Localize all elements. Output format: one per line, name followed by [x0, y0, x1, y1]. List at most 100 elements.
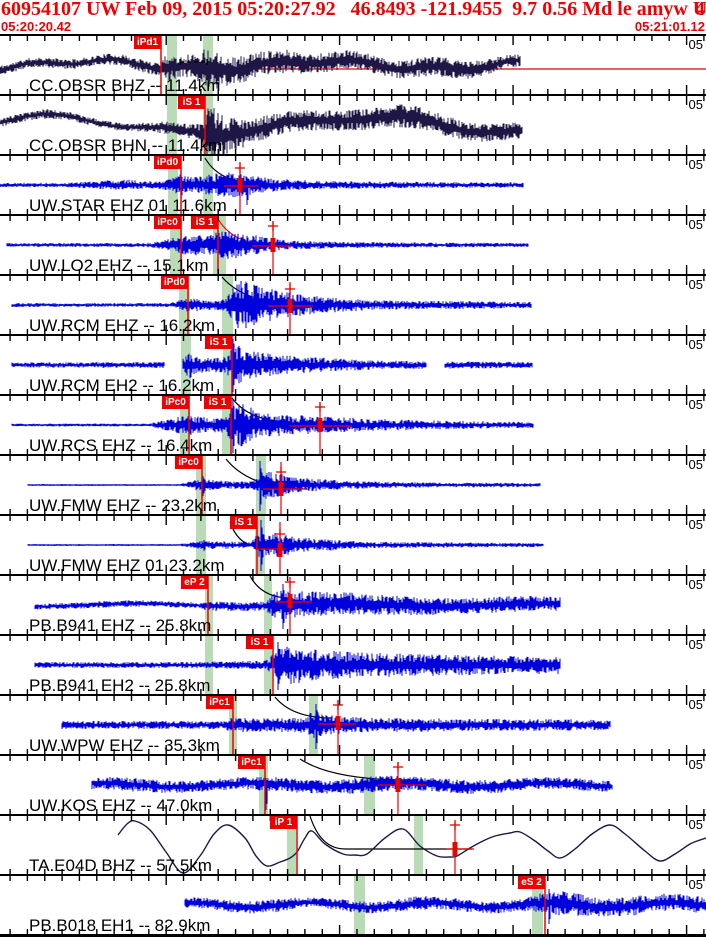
pick-flag[interactable]: eS 2: [518, 876, 545, 889]
waveform: [34, 642, 561, 690]
trace-panel-stack: iPd1 CC.OBSR BHZ -- 11.4km 05 iS 1 CC.OBSR B…: [0, 34, 706, 934]
minute-label: 05: [688, 337, 703, 352]
pick-flag[interactable]: iPd1: [134, 36, 161, 49]
station-label: UW.STAR EHZ 01 11.6km: [29, 196, 227, 215]
time-ticks: [9, 336, 705, 394]
trace-panel[interactable]: iS 1 PB.B941 EH2 -- 25.8km 05: [0, 634, 706, 694]
minute-label: 05: [688, 577, 703, 592]
waveform: [27, 520, 544, 571]
minute-label: 05: [688, 877, 703, 892]
trace-svg: [0, 96, 705, 154]
station-label: UW.RCM EH2 -- 16.2km: [29, 376, 215, 395]
time-ticks: [9, 636, 705, 694]
time-ticks: [9, 516, 705, 574]
trace-panel[interactable]: iPc0 iS 1 UW.RCS EHZ -- 16.4km 05: [0, 394, 706, 454]
station-label: UW.LO2 EHZ -- 15.1km: [29, 256, 209, 275]
trace-svg: [0, 156, 705, 214]
minute-label: 05: [688, 757, 703, 772]
pick-flag[interactable]: iS 1: [204, 396, 231, 409]
pick-flag[interactable]: iPc0: [175, 456, 202, 469]
station-label: CC.OBSR BHN -- 11.4km: [29, 136, 223, 155]
station-label: UW.RCM EHZ -- 16.2km: [29, 316, 216, 335]
coda-amplitude-bar[interactable]: [287, 594, 293, 608]
time-ticks: [9, 756, 705, 814]
trace-panel[interactable]: eP 2 PB.B941 EHZ -- 25.8km 05: [0, 574, 706, 634]
coda-amplitude-bar[interactable]: [335, 716, 341, 730]
minute-label: 05: [688, 97, 703, 112]
waveform: [34, 584, 561, 629]
station-label: UW.FMW EHZ -- 23.2km: [29, 496, 217, 515]
waveform: [117, 820, 706, 874]
time-ticks: [9, 696, 705, 754]
trace-panel[interactable]: iPc0 iS 1 UW.LO2 EHZ -- 15.1km 05: [0, 214, 706, 274]
minute-label: 05: [688, 517, 703, 532]
coda-amplitude-bar[interactable]: [237, 178, 243, 192]
minute-label: 05: [688, 817, 703, 832]
minute-label: 05: [688, 397, 703, 412]
minute-label: 05: [688, 37, 703, 52]
pick-flag[interactable]: iS 1: [191, 216, 218, 229]
trace-panel[interactable]: iPc1 UW.WPW EHZ -- 35.3km 05: [0, 694, 706, 754]
station-label: CC.OBSR BHZ -- 11.4km: [29, 76, 221, 95]
trace-panel[interactable]: iS 1 UW.FMW EHZ 01 23.2km 05: [0, 514, 706, 574]
waveform: [0, 104, 523, 154]
event-summary: 60954107 UW Feb 09, 2015 05:20:27.92 46.…: [1, 0, 706, 20]
station-label: TA.E04D BHZ -- 57.5km: [29, 856, 212, 875]
pick-flag[interactable]: iP 1: [270, 816, 297, 829]
waveform: [27, 461, 541, 511]
time-ticks: [9, 36, 705, 94]
trace-panel[interactable]: iPd0 UW.STAR EHZ 01 11.6km 05: [0, 154, 706, 214]
pick-flag[interactable]: eP 2: [181, 576, 208, 589]
coda-amplitude-bar[interactable]: [277, 543, 283, 557]
pick-flag[interactable]: iS 1: [246, 636, 273, 649]
coda-amplitude-bar[interactable]: [452, 842, 458, 856]
coda-amplitude-bar[interactable]: [287, 299, 293, 313]
trace-svg: [9, 696, 705, 754]
trace-panel[interactable]: iPd0 UW.RCM EHZ -- 16.2km 05: [0, 274, 706, 334]
trace-svg: [9, 756, 705, 814]
coda-decay-curve: [309, 816, 346, 850]
pick-flag[interactable]: iPc0: [154, 216, 181, 229]
time-ticks: [9, 816, 705, 874]
bottom-rule: [0, 934, 706, 937]
pick-flag[interactable]: iPc0: [162, 396, 189, 409]
pick-flag[interactable]: iPd0: [161, 276, 188, 289]
trace-panel[interactable]: iPc0 UW.FMW EHZ -- 23.2km 05: [0, 454, 706, 514]
time-ticks: [9, 96, 705, 154]
trace-panel[interactable]: iPd1 CC.OBSR BHZ -- 11.4km 05: [0, 34, 706, 94]
pick-flag[interactable]: iPc1: [238, 756, 265, 769]
waveform: [11, 281, 532, 329]
waveform: [11, 400, 534, 453]
coda-decay-curve: [274, 696, 333, 719]
minute-label: 05: [688, 637, 703, 652]
waveform: [61, 704, 611, 749]
trace-svg: [9, 636, 705, 694]
minute-label: 05: [688, 457, 703, 472]
coda-amplitude-bar[interactable]: [395, 778, 401, 792]
trace-panel[interactable]: iP 1 TA.E04D BHZ -- 57.5km 05: [0, 814, 706, 874]
station-label: PB.B941 EH2 -- 25.8km: [29, 676, 211, 695]
trace-panel[interactable]: eS 2 PB.B018 EH1 -- 82.9km 05: [0, 874, 706, 934]
coda-amplitude-bar[interactable]: [317, 418, 323, 432]
coda-amplitude-bar[interactable]: [278, 482, 284, 496]
pick-flag[interactable]: iPc1: [206, 696, 233, 709]
waveform: [11, 339, 533, 392]
waveform: [184, 889, 706, 924]
coda-amplitude-bar[interactable]: [270, 238, 276, 252]
trace-panel[interactable]: iS 1 CC.OBSR BHN -- 11.4km 05: [0, 94, 706, 154]
trace-svg: [9, 336, 705, 394]
pick-flag[interactable]: iS 1: [178, 96, 205, 109]
window-start-time: 05:20:20.42: [1, 19, 72, 34]
pick-flag[interactable]: iS 1: [230, 516, 257, 529]
station-label: PB.B941 EHZ -- 25.8km: [29, 616, 212, 635]
trace-panel[interactable]: iPc1 UW.KOS EHZ -- 47.0km 05: [0, 754, 706, 814]
trace-svg: [0, 36, 706, 94]
pick-flag[interactable]: iPd0: [154, 156, 181, 169]
trace-panel[interactable]: iS 1 UW.RCM EH2 -- 16.2km 05: [0, 334, 706, 394]
minute-label: 05: [688, 277, 703, 292]
waveform: [6, 231, 529, 259]
trace-svg: [9, 396, 705, 454]
coda-decay-curve: [249, 576, 291, 599]
station-label: UW.KOS EHZ -- 47.0km: [29, 796, 213, 815]
pick-flag[interactable]: iS 1: [205, 336, 232, 349]
